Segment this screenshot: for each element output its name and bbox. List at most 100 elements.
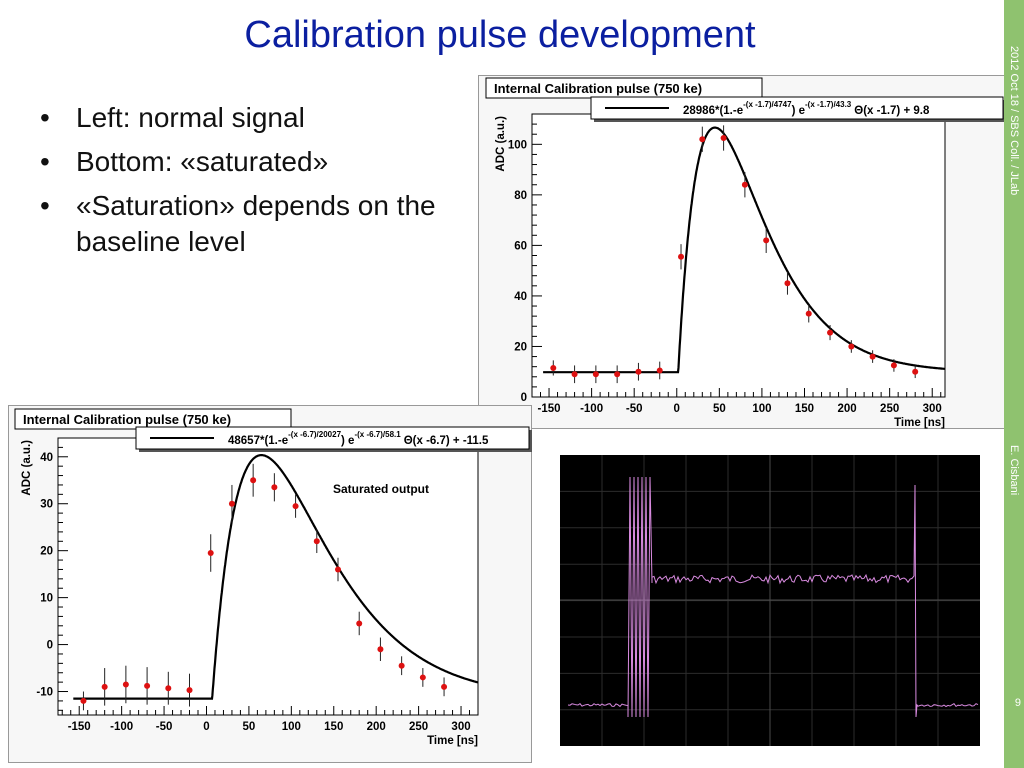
- y-tick-label: 0: [47, 640, 53, 652]
- x-tick-label: 300: [923, 403, 942, 415]
- y-tick-label: 30: [40, 499, 53, 511]
- x-tick-label: 0: [674, 403, 680, 415]
- bullet-item: Left: normal signal: [40, 100, 476, 136]
- data-point: [912, 368, 919, 375]
- bullet-list: Left: normal signal Bottom: «saturated» …: [40, 100, 476, 268]
- fit-formula-part: 28986*(1.-e: [683, 105, 743, 117]
- x-tick-label: 200: [837, 403, 856, 415]
- footer-author: E. Cisbani: [1008, 445, 1020, 496]
- y-tick-label: 10: [40, 593, 53, 605]
- y-tick-label: 80: [514, 190, 527, 202]
- data-point: [763, 237, 770, 244]
- fit-label-box: 48657*(1.-e-(x -6.7)/20027) e-(x -6.7)/5…: [135, 426, 532, 452]
- fit-formula-part: Θ(x -6.7) + -11.5: [404, 435, 489, 447]
- y-tick-label: 60: [514, 240, 527, 252]
- fit-formula-part: 48657*(1.-e: [228, 435, 288, 447]
- x-tick-label: 150: [795, 403, 814, 415]
- data-point: [419, 674, 426, 681]
- x-tick-label: -150: [68, 721, 91, 733]
- data-point: [848, 343, 855, 350]
- fit-formula: 48657*(1.-e-(x -6.7)/20027) e-(x -6.7)/5…: [228, 430, 489, 447]
- scope-trace: [567, 476, 979, 718]
- x-tick-label: -100: [580, 403, 603, 415]
- fit-formula-part: -(x -1.7)/43.3: [805, 100, 852, 109]
- saturated-signal-chart: -150 -100 -50 0 50 100 150 200 250 300-1001020304…: [8, 405, 532, 763]
- x-tick-label: -150: [538, 403, 561, 415]
- chart-title: Internal Calibration pulse (750 ke): [23, 412, 231, 427]
- plot-area: [57, 437, 479, 716]
- data-point: [635, 368, 642, 375]
- x-axis-label: Time [ns]: [894, 417, 945, 429]
- slide-title: Calibration pulse development: [244, 14, 756, 56]
- footer-date: 2012 Oct 18 / SBS Coll. / JLab: [1008, 46, 1020, 196]
- x-tick-label: 0: [203, 721, 209, 733]
- data-point: [292, 503, 299, 510]
- y-axis-label: ADC (a.u.): [495, 116, 507, 172]
- y-tick-label: 40: [40, 452, 53, 464]
- data-point: [144, 682, 151, 689]
- x-tick-label: 50: [713, 403, 726, 415]
- x-axis-label: Time [ns]: [427, 735, 478, 747]
- data-point: [699, 136, 706, 143]
- data-point: [720, 135, 727, 142]
- fit-formula-part: Θ(x -1.7) + 9.8: [854, 105, 930, 117]
- fit-box-frame: [590, 96, 1004, 120]
- data-point: [101, 683, 108, 690]
- y-tick-label: 20: [514, 341, 527, 353]
- x-tick-label: -50: [156, 721, 173, 733]
- data-point: [271, 484, 278, 491]
- x-tick-label: -100: [110, 721, 133, 733]
- data-point: [122, 681, 129, 688]
- data-point: [614, 371, 621, 378]
- data-point: [377, 646, 384, 653]
- fit-label-box: 28986*(1.-e-(x -1.7)/4747) e-(x -1.7)/43…: [590, 96, 1006, 122]
- x-tick-label: 100: [752, 403, 771, 415]
- fit-formula-part: -(x -6.7)/20027: [288, 430, 341, 439]
- normal-signal-chart: -150 -100 -50 0 50 100 150 200 250 300 0 20 40 60 80 10…: [478, 75, 1006, 429]
- chart-title-box: Internal Calibration pulse (750 ke): [14, 408, 292, 430]
- data-point: [207, 550, 214, 557]
- data-point: [250, 477, 257, 484]
- x-tick-label: 300: [451, 721, 470, 733]
- plot-area: [531, 113, 946, 398]
- chart-annotation: Saturated output: [333, 482, 429, 496]
- y-tick-label: -10: [36, 687, 53, 699]
- sidebar-strip: 2012 Oct 18 / SBS Coll. / JLab E. Cisban…: [1004, 0, 1024, 768]
- y-axis-label: ADC (a.u.): [21, 440, 33, 496]
- fit-formula-part: -(x -6.7)/58.1: [354, 430, 401, 439]
- data-point: [356, 620, 363, 627]
- y-tick-label: 100: [508, 139, 527, 151]
- fit-formula: 28986*(1.-e-(x -1.7)/4747) e-(x -1.7)/43…: [683, 100, 930, 117]
- data-point: [827, 329, 834, 336]
- bullet-item: «Saturation» depends on the baseline lev…: [40, 188, 476, 260]
- page-number: 9: [1014, 697, 1021, 709]
- oscilloscope-image: [560, 455, 980, 746]
- fit-curve: [73, 454, 479, 700]
- data-point: [80, 697, 87, 704]
- y-tick-label: 0: [521, 392, 527, 404]
- fit-formula-part: ) e: [341, 435, 354, 447]
- data-point: [784, 280, 791, 287]
- data-point: [398, 662, 405, 669]
- fit-formula-part: -(x -1.7)/4747: [743, 100, 792, 109]
- data-point: [805, 310, 812, 317]
- data-point: [228, 500, 235, 507]
- data-point: [741, 181, 748, 188]
- data-point: [313, 538, 320, 545]
- data-point: [656, 367, 663, 374]
- data-point: [890, 362, 897, 369]
- data-point: [335, 566, 341, 573]
- data-point: [869, 353, 876, 360]
- x-tick-label: 250: [880, 403, 899, 415]
- data-point: [571, 371, 578, 378]
- chart-title-box: Internal Calibration pulse (750 ke): [485, 77, 763, 99]
- chart-title: Internal Calibration pulse (750 ke): [494, 81, 702, 96]
- fit-formula-part: ) e: [792, 105, 805, 117]
- y-tick-label: 20: [40, 546, 53, 558]
- y-tick-label: 40: [514, 291, 527, 303]
- x-tick-label: 150: [324, 721, 343, 733]
- x-tick-label: 50: [243, 721, 256, 733]
- x-tick-label: -50: [626, 403, 643, 415]
- data-point: [592, 371, 599, 378]
- data-point: [441, 683, 448, 690]
